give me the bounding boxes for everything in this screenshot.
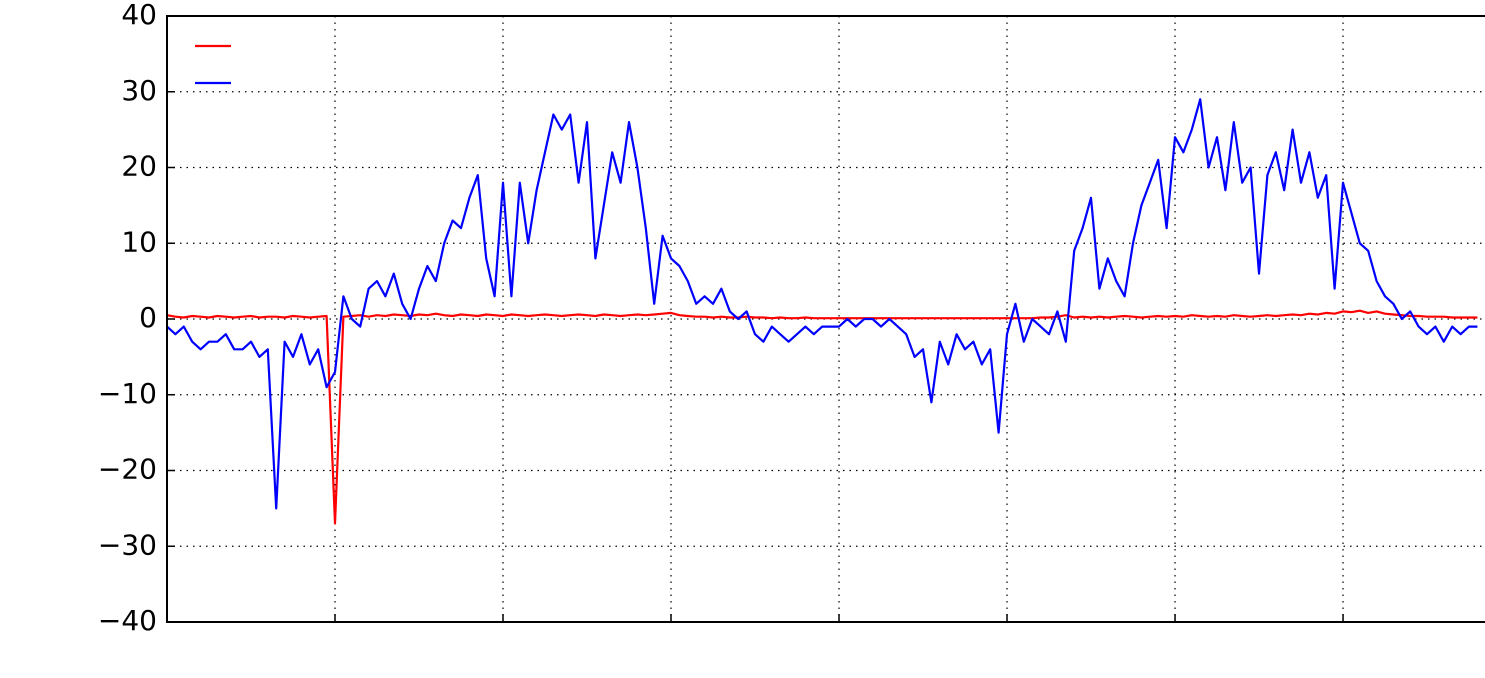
y-tick-label: 10 — [121, 225, 157, 258]
y-tick-label: −10 — [98, 377, 157, 410]
y-tick-label: 0 — [139, 301, 157, 334]
y-tick-label: 30 — [121, 74, 157, 107]
y-tick-label: −20 — [98, 453, 157, 486]
axis-spine — [166, 15, 1485, 623]
y-tick-label: −40 — [98, 604, 157, 637]
series-line — [166, 98, 1478, 510]
y-tick-label: 20 — [121, 150, 157, 183]
y-tick-label: −30 — [98, 528, 157, 561]
y-tick-label: 40 — [121, 0, 157, 31]
series-line — [166, 309, 1478, 525]
